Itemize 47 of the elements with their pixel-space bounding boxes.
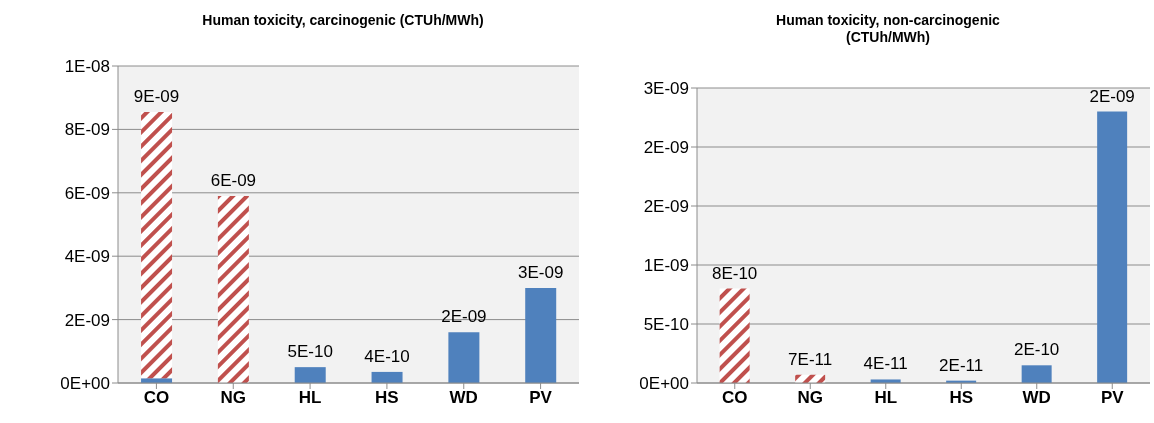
y-tick-label: 4E-09 [64, 247, 110, 267]
total-label: 3E-09 [518, 262, 564, 282]
y-tick-label: 2E-09 [64, 310, 110, 330]
total-label: 2E-09 [441, 307, 487, 327]
y-tick-label: 2E-09 [643, 138, 689, 158]
y-tick-label: 8E-09 [64, 120, 110, 140]
total-label: 2E-10 [1013, 340, 1060, 360]
x-tick-label: CO [143, 388, 170, 408]
x-tick-label: HS [375, 388, 399, 408]
y-tick-label: 1E-09 [643, 256, 689, 276]
x-tick-label: HL [298, 388, 322, 408]
y-tick-label: 0E+00 [639, 374, 689, 394]
y-tick-label: 1E-08 [64, 57, 110, 77]
total-label: 7E-11 [788, 349, 833, 369]
bar [525, 287, 557, 383]
x-tick-label: WD [1022, 388, 1051, 408]
total-label: 4E-11 [863, 354, 908, 374]
bar [1097, 111, 1128, 383]
bar [217, 195, 249, 383]
bar [294, 367, 326, 383]
y-tick-label: 0E+00 [60, 374, 110, 394]
chart-title: Human toxicity, carcinogenic (CTUh/MWh) [201, 12, 485, 29]
bar [141, 111, 173, 379]
bar [719, 288, 750, 383]
total-label: 4E-10 [364, 346, 410, 366]
x-tick-label: NG [220, 388, 246, 408]
total-label: 6E-09 [210, 170, 257, 190]
y-tick-label: 6E-09 [64, 183, 110, 203]
y-tick-label: 2E-09 [643, 197, 689, 217]
x-tick-label: PV [1100, 388, 1125, 408]
x-tick-label: WD [449, 388, 478, 408]
total-label: 9E-09 [133, 86, 180, 106]
total-label: 2E-11 [939, 355, 984, 375]
y-tick-label: 3E-09 [643, 79, 689, 99]
chart-title: Human toxicity, non-carcinogenic (CTUh/MWh) [775, 12, 1001, 46]
bar [1021, 365, 1052, 383]
x-tick-label: HL [874, 388, 898, 408]
x-tick-label: NG [797, 388, 823, 408]
total-label: 8E-10 [711, 263, 758, 283]
bar [448, 332, 480, 383]
total-label: 5E-10 [287, 342, 333, 362]
total-label: 2E-09 [1089, 86, 1135, 106]
x-tick-label: PV [529, 388, 553, 408]
x-tick-label: HS [949, 388, 974, 408]
y-tick-label: 5E-10 [643, 315, 689, 335]
x-tick-label: CO [722, 388, 748, 408]
bar [371, 371, 403, 383]
